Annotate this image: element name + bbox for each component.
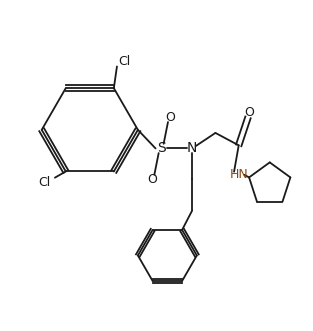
Text: S: S [157,141,166,156]
Text: O: O [245,106,254,119]
Text: Cl: Cl [119,55,131,68]
Text: O: O [147,173,157,186]
Text: O: O [166,111,175,124]
Text: Cl: Cl [38,176,50,189]
Text: N: N [187,141,198,156]
Text: HN: HN [230,168,249,181]
